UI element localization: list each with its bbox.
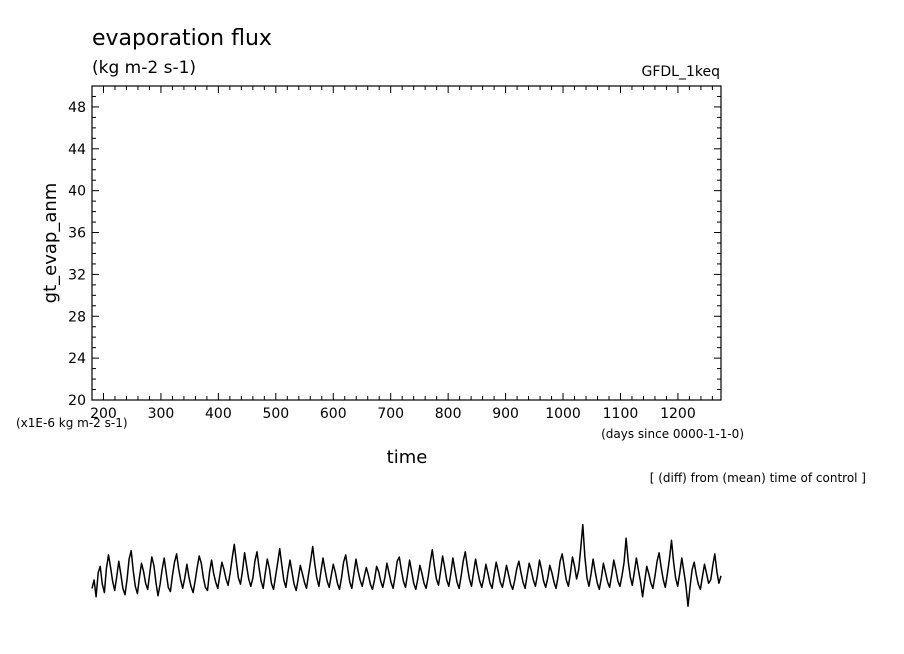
x-tick-label: 400 bbox=[205, 406, 232, 422]
x-tick-label: 1200 bbox=[660, 406, 696, 422]
plot-frame bbox=[91, 85, 722, 401]
y-tick-label: 28 bbox=[68, 309, 86, 325]
x-tick-label: 1100 bbox=[603, 406, 639, 422]
series-line bbox=[91, 523, 722, 607]
x-tick-label: 200 bbox=[90, 406, 117, 422]
y-tick-label: 20 bbox=[68, 393, 86, 409]
x-tick-label: 600 bbox=[320, 406, 347, 422]
diff-note: [ (diff) from (mean) time of control ] bbox=[650, 471, 866, 485]
y-scale-note: (x1E-6 kg m-2 s-1) bbox=[16, 416, 128, 430]
x-tick-label: 900 bbox=[492, 406, 519, 422]
y-tick-label: 44 bbox=[68, 142, 86, 158]
y-tick-label: 24 bbox=[68, 351, 86, 367]
x-unit-note: (days since 0000-1-1-0) bbox=[601, 427, 744, 441]
y-tick-label: 36 bbox=[68, 226, 86, 242]
series-group bbox=[91, 523, 722, 607]
y-axis: 20 24 28 32 36 40 44 48 bbox=[68, 85, 721, 409]
y-axis-label: gt_evap_anm bbox=[40, 183, 61, 304]
x-axis: 200 300 400 500 600 700 800 900 1000 1100 1200 bbox=[90, 86, 713, 422]
x-tick-label: 800 bbox=[435, 406, 462, 422]
x-tick-label: 1000 bbox=[545, 406, 581, 422]
x-tick-label: 500 bbox=[262, 406, 289, 422]
y-tick-label: 48 bbox=[68, 100, 86, 116]
x-tick-label: 700 bbox=[377, 406, 404, 422]
x-tick-label: 300 bbox=[148, 406, 175, 422]
x-axis-label: time bbox=[387, 447, 428, 468]
model-label: GFDL_1keq bbox=[642, 64, 721, 80]
chart-title: evaporation flux bbox=[92, 26, 272, 51]
chart-units: (kg m-2 s-1) bbox=[92, 58, 196, 78]
y-tick-label: 40 bbox=[68, 184, 86, 200]
y-tick-label: 32 bbox=[68, 267, 86, 283]
